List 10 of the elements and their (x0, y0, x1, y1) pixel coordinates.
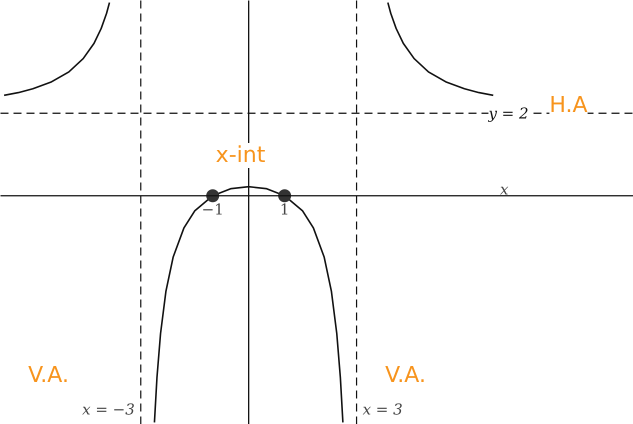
annotation: V.A. (385, 363, 426, 388)
annotation: H.A (549, 93, 588, 118)
annotation: x-int (216, 143, 266, 168)
x-tick-label: −1 (202, 200, 224, 219)
x-axis-title: x (500, 180, 510, 199)
annotation: V.A. (28, 363, 69, 388)
annotation: y = 2 (487, 104, 529, 122)
ref-line-label: x = 3 (362, 400, 403, 418)
x-tick-label: 1 (280, 200, 290, 219)
ref-line-label: x = −3 (82, 400, 135, 418)
